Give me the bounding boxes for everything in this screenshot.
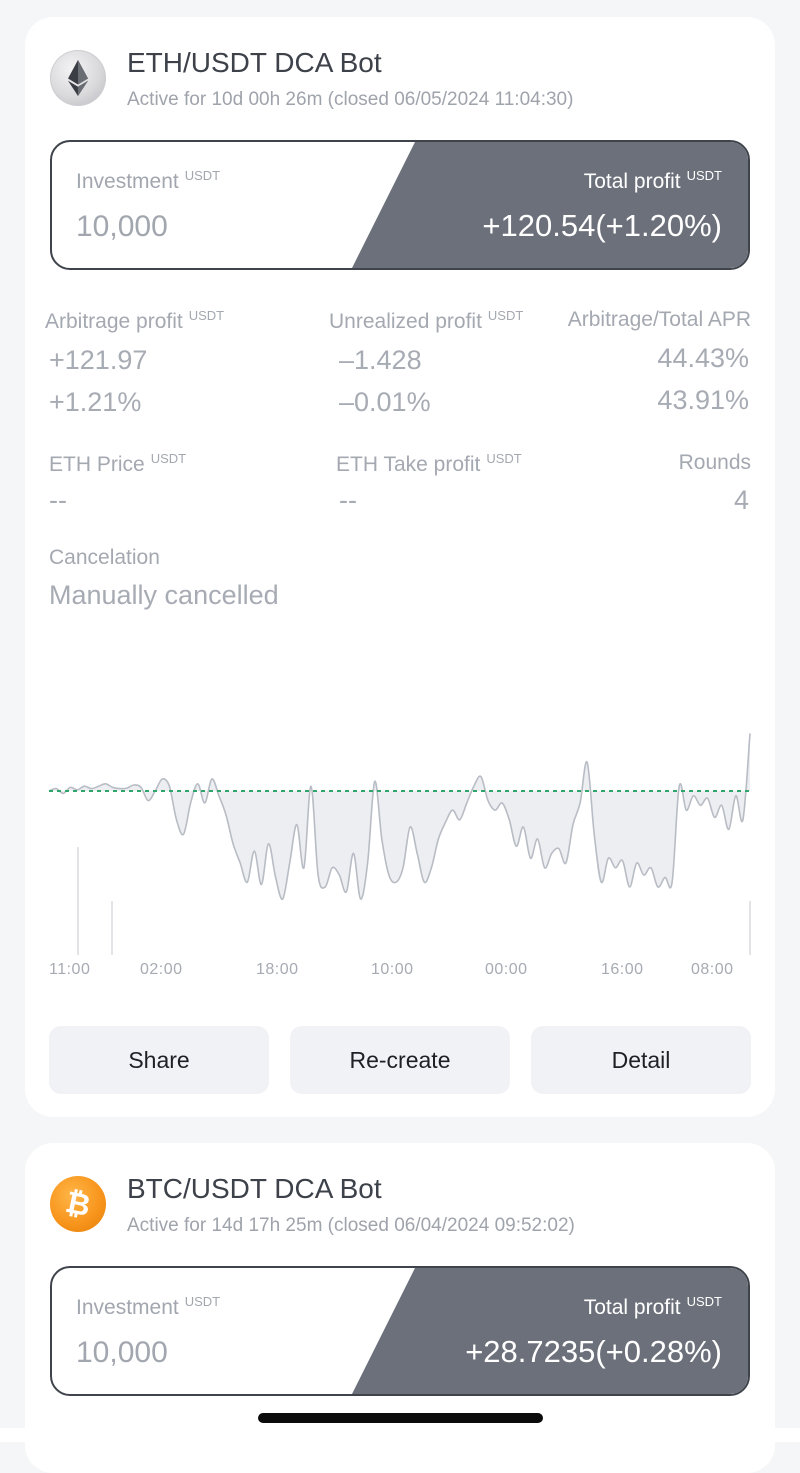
unrealized-profit-value: –1.428 bbox=[339, 345, 422, 375]
x-tick-label: 10:00 bbox=[371, 961, 414, 978]
apr-label: Arbitrage/Total APR bbox=[567, 308, 751, 331]
profit-summary: Investment USDT 10,000 Total profit USDT +… bbox=[50, 140, 750, 270]
profit-chart[interactable] bbox=[25, 617, 775, 997]
unrealized-profit-label: Unrealized profit USDT bbox=[329, 308, 524, 333]
total-profit-value: +28.7235(+0.28%) bbox=[465, 1334, 722, 1369]
x-tick-label: 16:00 bbox=[601, 961, 644, 978]
x-tick-label: 08:00 bbox=[691, 961, 734, 978]
profit-summary: Investment USDT 10,000 Total profit USDT +… bbox=[50, 1266, 750, 1396]
x-tick-label: 02:00 bbox=[140, 961, 183, 978]
profit-line bbox=[48, 733, 751, 900]
unrealized-profit-pct: –0.01% bbox=[339, 387, 431, 417]
x-tick-label: 11:00 bbox=[49, 961, 91, 978]
rounds-label: Rounds bbox=[678, 451, 751, 474]
investment-label: Investment USDT bbox=[76, 168, 221, 193]
x-tick-label: 00:00 bbox=[485, 961, 528, 978]
arbitrage-apr-value: 44.43% bbox=[657, 343, 749, 373]
total-profit-panel bbox=[352, 1268, 748, 1394]
total-profit-unit: USDT bbox=[686, 168, 722, 183]
total-profit-label: Total profit USDT bbox=[583, 168, 722, 193]
arbitrage-profit-pct: +1.21% bbox=[49, 387, 142, 417]
cancelation-value: Manually cancelled bbox=[49, 580, 279, 610]
investment-value: 10,000 bbox=[76, 210, 168, 243]
bot-subtitle: Active for 10d 00h 26m (closed 06/05/202… bbox=[127, 89, 574, 110]
bot-card-btc[interactable]: ₿ BTC/USDT DCA Bot Active for 14d 17h 25… bbox=[25, 1143, 775, 1473]
investment-unit: USDT bbox=[184, 1294, 221, 1309]
rounds-value: 4 bbox=[733, 485, 749, 515]
bottom-edge bbox=[0, 1428, 800, 1442]
bot-title: ETH/USDT DCA Bot bbox=[127, 47, 382, 78]
svg-text:₿: ₿ bbox=[63, 1186, 94, 1223]
home-indicator[interactable] bbox=[258, 1413, 543, 1423]
investment-unit: USDT bbox=[184, 168, 221, 183]
investment-value: 10,000 bbox=[76, 1336, 168, 1369]
ethereum-icon bbox=[50, 50, 106, 106]
cancelation-label: Cancelation bbox=[49, 546, 160, 569]
share-button[interactable]: Share bbox=[49, 1026, 269, 1094]
take-profit-label: ETH Take profit USDT bbox=[336, 451, 522, 476]
total-profit-unit: USDT bbox=[686, 1294, 722, 1309]
total-apr-value: 43.91% bbox=[657, 385, 749, 415]
bot-subtitle: Active for 14d 17h 25m (closed 06/04/202… bbox=[127, 1215, 575, 1236]
price-label: ETH Price USDT bbox=[49, 451, 187, 476]
bitcoin-icon: ₿ bbox=[50, 1176, 106, 1232]
arbitrage-profit-label: Arbitrage profit USDT bbox=[45, 308, 225, 333]
detail-button[interactable]: Detail bbox=[531, 1026, 751, 1094]
arbitrage-profit-value: +121.97 bbox=[49, 345, 148, 375]
profit-chart-svg bbox=[48, 733, 751, 955]
investment-label: Investment USDT bbox=[76, 1294, 221, 1319]
total-profit-label: Total profit USDT bbox=[583, 1294, 722, 1319]
total-profit-value: +120.54(+1.20%) bbox=[482, 208, 722, 243]
bot-title: BTC/USDT DCA Bot bbox=[127, 1173, 382, 1204]
x-tick-label: 18:00 bbox=[256, 961, 299, 978]
profit-area bbox=[49, 733, 750, 900]
bot-card-eth[interactable]: ETH/USDT DCA Bot Active for 10d 00h 26m … bbox=[25, 17, 775, 1117]
total-profit-panel bbox=[352, 142, 748, 268]
recreate-button[interactable]: Re-create bbox=[290, 1026, 510, 1094]
price-value: -- bbox=[49, 485, 67, 515]
take-profit-value: -- bbox=[339, 485, 357, 515]
